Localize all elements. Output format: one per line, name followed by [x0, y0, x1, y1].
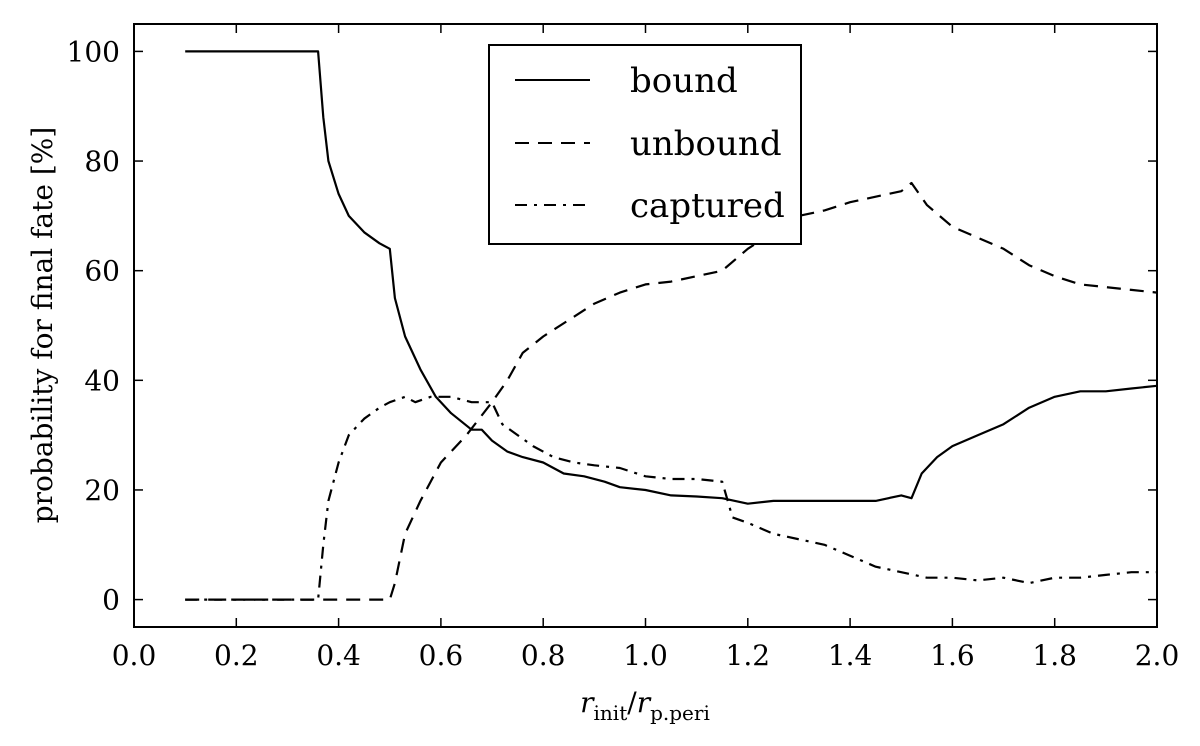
series-line-bound — [185, 50, 1158, 505]
x-tick-label: 2.0 — [1135, 639, 1180, 672]
plot-area — [185, 50, 1158, 601]
y-axis-label: probability for final fate [%] — [26, 127, 59, 524]
x-tick-label: 0.6 — [419, 639, 464, 672]
x-tick-label: 1.4 — [828, 639, 873, 672]
y-tick-label: 80 — [84, 145, 120, 178]
legend-box — [488, 44, 802, 245]
legend: bound unbound captured — [488, 44, 802, 245]
plot-frame — [133, 23, 1158, 628]
y-tick-label: 60 — [84, 255, 120, 288]
x-axis-label-var2: r — [637, 686, 652, 719]
x-axis-label-sub2: p.peri — [650, 701, 710, 725]
x-axis-label: rinit/rp.peri — [580, 686, 710, 725]
x-axis-label-var: r — [580, 686, 595, 719]
x-tick-label: 1.0 — [623, 639, 668, 672]
x-axis-label-sep: / — [627, 686, 637, 719]
axis-ticks: 0.0 0.2 0.4 0.6 0.8 1.0 1.2 1.4 1.6 1.8 2.0 0 20 40 60… — [67, 24, 1180, 672]
x-tick-label: 0.8 — [521, 639, 566, 672]
legend-label-bound: bound — [630, 61, 738, 101]
series-line-unbound — [185, 181, 1158, 601]
y-tick-label: 0 — [102, 584, 120, 617]
x-tick-label: 0.2 — [214, 639, 259, 672]
y-tick-label: 40 — [84, 364, 120, 397]
legend-label-captured: captured — [630, 186, 785, 226]
x-tick-label: 0.0 — [112, 639, 157, 672]
legend-label-unbound: unbound — [630, 124, 782, 164]
x-axis-label-sub: init — [594, 701, 628, 725]
x-tick-label: 1.6 — [930, 639, 975, 672]
x-tick-label: 0.4 — [316, 639, 361, 672]
series-line-captured — [185, 395, 1157, 601]
y-tick-label: 20 — [84, 474, 120, 507]
x-tick-label: 1.2 — [726, 639, 771, 672]
y-tick-label: 100 — [67, 35, 120, 68]
x-tick-label: 1.8 — [1032, 639, 1077, 672]
